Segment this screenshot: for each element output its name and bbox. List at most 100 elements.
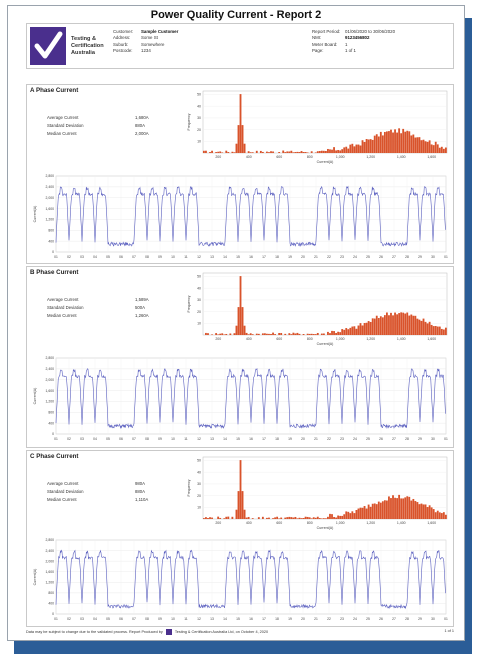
x-tick-label: 23	[340, 255, 344, 259]
histogram-bar	[239, 276, 242, 335]
histogram-bar	[280, 332, 283, 335]
histogram-bar	[205, 517, 207, 519]
histogram-bar	[410, 314, 413, 335]
histogram-bar	[335, 517, 337, 519]
phase-c-section: C Phase Current Average Current 980A Stan…	[26, 450, 454, 627]
histogram-bar	[379, 131, 382, 153]
histogram-bar	[428, 505, 431, 519]
histogram-bar	[329, 513, 331, 519]
histogram-bar	[347, 511, 350, 519]
histogram-bar	[422, 318, 425, 335]
histogram-bar	[337, 331, 340, 335]
x-tick-label: 16	[249, 255, 253, 259]
histogram-bar	[314, 517, 317, 519]
histogram-bar	[272, 518, 274, 519]
histogram-bar	[276, 516, 279, 519]
histogram-bar	[426, 141, 429, 153]
histogram-bar	[361, 325, 364, 335]
histogram-bar	[333, 147, 335, 153]
histogram-bar	[371, 139, 374, 153]
x-tick-label: 05	[106, 255, 110, 259]
histogram-bar	[223, 518, 226, 519]
histogram-bar	[274, 517, 276, 519]
x-tick-label: 30	[431, 617, 435, 621]
timeseries-chart: 0 400 800 1,200 1,600 2,000 2,400 2,800 01 02 03 04…	[33, 174, 448, 259]
histogram-bar	[351, 143, 354, 153]
histogram-bar	[329, 149, 331, 153]
y-tick-label: 30	[197, 116, 201, 120]
x-tick-label: 1,200	[366, 337, 375, 341]
histogram-bar	[207, 333, 209, 335]
histogram-bar	[339, 515, 342, 519]
x-tick-label: 1,600	[427, 521, 436, 525]
histogram-bar	[361, 140, 364, 153]
y-tick-label: 800	[48, 410, 54, 414]
x-tick-label: 600	[276, 521, 282, 525]
x-tick-label: 22	[327, 617, 331, 621]
histogram-bar	[412, 315, 415, 335]
histogram-bar	[408, 496, 411, 519]
x-tick-label: 28	[405, 617, 409, 621]
histogram-bar	[294, 516, 297, 519]
histogram-bar	[247, 334, 250, 335]
histogram-bar	[306, 333, 309, 335]
x-tick-label: 09	[158, 255, 162, 259]
x-tick-label: 25	[366, 617, 370, 621]
histogram-bar	[264, 333, 266, 335]
histogram-bar	[400, 498, 403, 519]
report-page: Power Quality Current - Report 2 Testing…	[7, 5, 465, 641]
histogram-bar	[440, 328, 443, 335]
histogram-bar	[420, 320, 423, 335]
histogram-bar	[412, 498, 415, 519]
histogram-bar	[341, 329, 344, 335]
histogram-bar	[209, 517, 211, 519]
histogram-bar	[327, 331, 329, 335]
histogram-bar	[365, 322, 368, 335]
x-tick-label: 01	[444, 255, 448, 259]
histogram-bar	[375, 315, 378, 335]
histogram-bar	[294, 152, 297, 153]
footer-credit: Testing & Certification Australia Ltd, o…	[174, 630, 269, 634]
histogram-bar	[353, 326, 356, 335]
x-tick-label: 400	[246, 337, 252, 341]
histogram-bar	[432, 145, 435, 153]
histogram-bar	[296, 518, 299, 519]
y-tick-label: 10	[197, 322, 201, 326]
x-tick-label: 1,600	[427, 337, 436, 341]
histogram-bar	[392, 315, 394, 335]
y-axis-label: Current(A)	[33, 206, 37, 223]
histogram-bar	[333, 516, 335, 519]
timeseries-chart: 0 400 800 1,200 1,600 2,000 2,400 2,800 01 02 03 04…	[33, 356, 448, 441]
histogram-bar	[408, 315, 411, 335]
x-tick-label: 03	[80, 255, 84, 259]
histogram-bar	[373, 318, 376, 335]
histogram-bar	[420, 503, 423, 519]
x-tick-label: 12	[197, 617, 201, 621]
histogram-bar	[379, 316, 382, 335]
histogram-bar	[298, 333, 301, 335]
histogram-bar	[359, 145, 362, 153]
histogram-bar	[221, 333, 224, 335]
x-tick-label: 21	[314, 255, 318, 259]
histogram-bar	[251, 518, 254, 519]
x-tick-label: 10	[171, 617, 175, 621]
histogram-bar	[302, 152, 305, 153]
histogram-bar	[367, 504, 370, 519]
histogram-bar	[251, 152, 254, 153]
x-tick-label: 19	[288, 255, 292, 259]
histogram-bar	[444, 147, 447, 153]
x-tick-label: 27	[392, 255, 396, 259]
x-tick-label: 14	[223, 255, 227, 259]
histogram-bar	[298, 152, 301, 153]
y-tick-label: 30	[197, 482, 201, 486]
x-tick-label: 09	[158, 617, 162, 621]
page-title: Power Quality Current - Report 2	[150, 9, 322, 21]
histogram-bar	[292, 152, 295, 153]
histogram-bar	[261, 151, 264, 153]
histogram-bar	[404, 131, 407, 153]
y-tick-label: 800	[48, 591, 54, 595]
x-tick-label: 07	[132, 617, 136, 621]
histogram-bar	[243, 325, 246, 335]
histogram-bar	[337, 149, 340, 153]
histogram-bar	[442, 148, 445, 153]
